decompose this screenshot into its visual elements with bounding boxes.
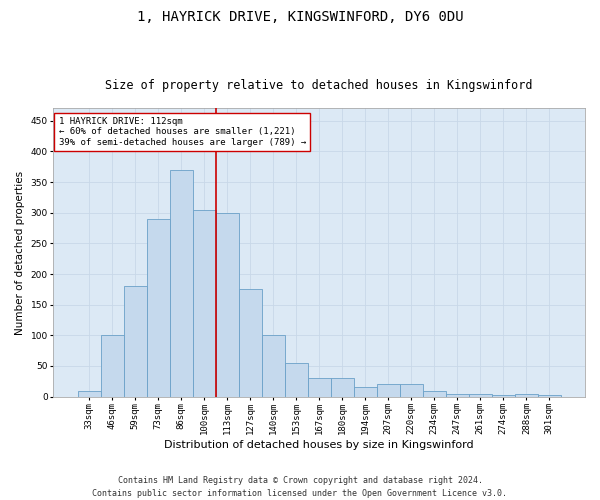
- Bar: [446, 394, 469, 396]
- Bar: [146, 219, 170, 396]
- Bar: [124, 286, 146, 397]
- Y-axis label: Number of detached properties: Number of detached properties: [15, 170, 25, 334]
- Bar: [170, 170, 193, 396]
- Bar: [308, 378, 331, 396]
- Bar: [193, 210, 215, 396]
- Text: Contains HM Land Registry data © Crown copyright and database right 2024.
Contai: Contains HM Land Registry data © Crown c…: [92, 476, 508, 498]
- Bar: [377, 384, 400, 396]
- Bar: [469, 394, 492, 396]
- Bar: [400, 384, 423, 396]
- Bar: [215, 212, 239, 396]
- X-axis label: Distribution of detached houses by size in Kingswinford: Distribution of detached houses by size …: [164, 440, 474, 450]
- Bar: [423, 390, 446, 396]
- Bar: [331, 378, 354, 396]
- Text: 1 HAYRICK DRIVE: 112sqm
← 60% of detached houses are smaller (1,221)
39% of semi: 1 HAYRICK DRIVE: 112sqm ← 60% of detache…: [59, 117, 306, 147]
- Bar: [239, 290, 262, 397]
- Bar: [262, 336, 284, 396]
- Bar: [284, 363, 308, 396]
- Bar: [354, 388, 377, 396]
- Bar: [515, 394, 538, 396]
- Title: Size of property relative to detached houses in Kingswinford: Size of property relative to detached ho…: [106, 79, 533, 92]
- Bar: [101, 336, 124, 396]
- Bar: [77, 390, 101, 396]
- Text: 1, HAYRICK DRIVE, KINGSWINFORD, DY6 0DU: 1, HAYRICK DRIVE, KINGSWINFORD, DY6 0DU: [137, 10, 463, 24]
